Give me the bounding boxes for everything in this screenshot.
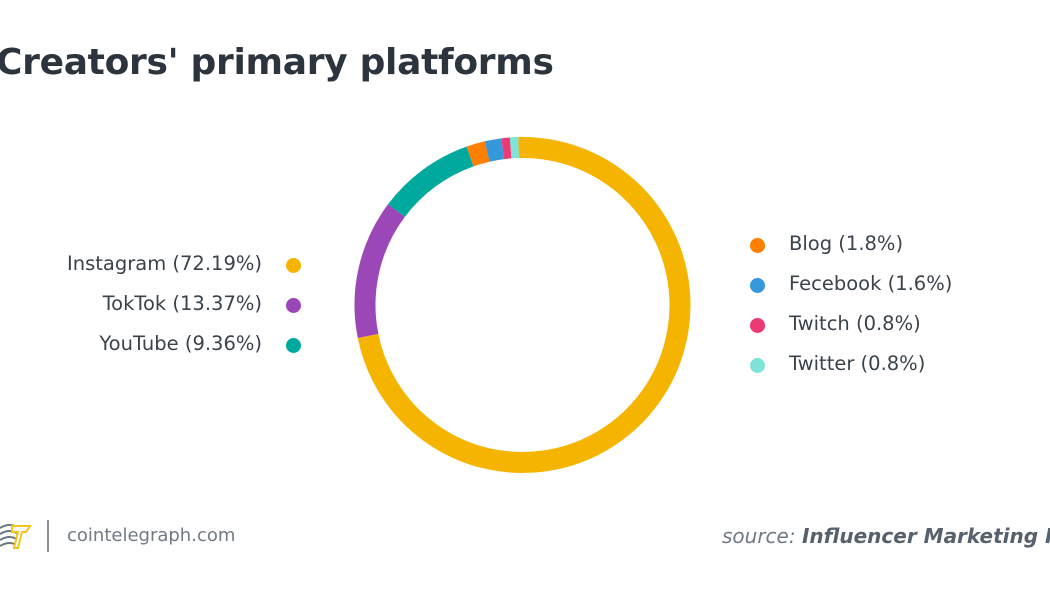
legend-label-youtube: YouTube (9.36%) [99, 332, 262, 355]
slice-youtube [388, 146, 474, 218]
legend-marker-blog [750, 238, 765, 253]
legend-label-fecebook: Fecebook (1.6%) [789, 272, 953, 295]
cointelegraph-logo-icon [0, 524, 32, 549]
legend-label-twitter: Twitter (0.8%) [789, 352, 926, 375]
slice-twitch [501, 137, 512, 160]
legend-marker-fecebook [750, 278, 765, 293]
slice-blog [466, 141, 490, 167]
legend-label-toktok: TokTok (13.37%) [102, 292, 262, 315]
legend-label-twitch: Twitch (0.8%) [789, 312, 921, 335]
source-credit: source: Influencer Marketing Hub [722, 524, 1050, 548]
site-link[interactable]: cointelegraph.com [67, 525, 236, 546]
legend-marker-youtube [286, 338, 301, 353]
source-name: Influencer Marketing Hub [801, 524, 1050, 548]
legend-marker-instagram [286, 258, 301, 273]
source-prefix: source: [722, 524, 796, 548]
legend-marker-twitch [750, 318, 765, 333]
slice-instagram [357, 137, 691, 473]
slice-fecebook [484, 138, 505, 162]
footer-divider [47, 520, 49, 552]
legend-label-instagram: Instagram (72.19%) [67, 252, 262, 275]
legend-marker-twitter [750, 358, 765, 373]
legend-label-blog: Blog (1.8%) [789, 232, 904, 255]
legend-marker-toktok [286, 298, 301, 313]
slice-toktok [354, 204, 405, 339]
chart-title: Creators' primary platforms [0, 42, 554, 83]
